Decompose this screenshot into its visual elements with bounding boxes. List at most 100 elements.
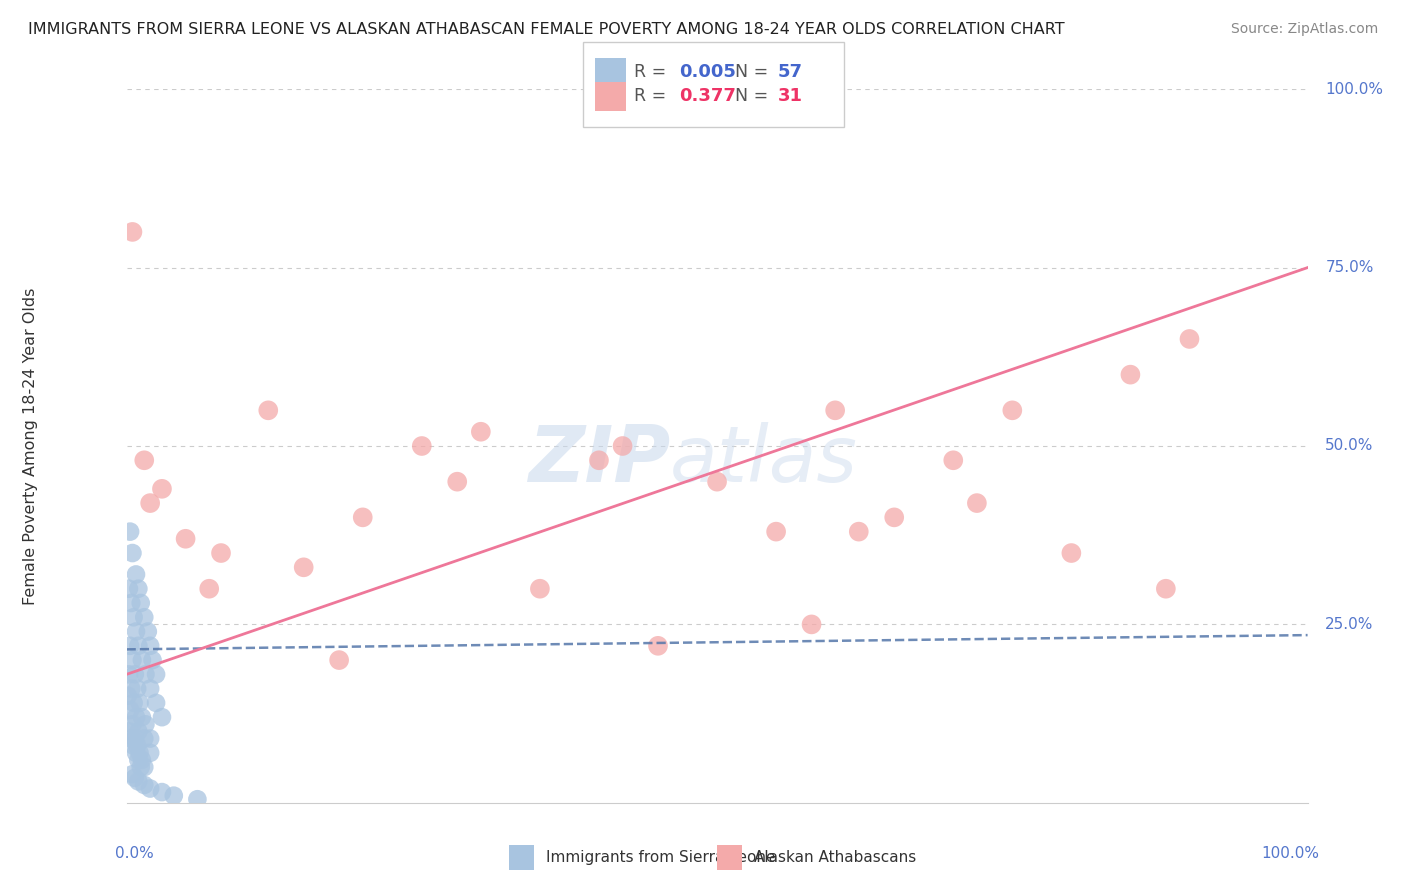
Point [800,617,823,632]
Point [139,639,162,653]
Point [124,731,146,746]
Text: 57: 57 [778,63,803,81]
Text: N =: N = [735,63,775,81]
Text: 31: 31 [778,87,803,105]
Point [966,496,988,510]
Text: R =: R = [634,87,672,105]
Point [1060,546,1083,560]
Point [292,560,315,574]
Point [120,596,142,610]
Point [121,717,143,731]
Point [134,453,156,467]
Point [127,681,149,696]
Point [529,582,551,596]
Point [209,546,232,560]
Text: 100.0%: 100.0% [1261,846,1319,861]
Point [127,724,149,739]
Point [120,681,142,696]
Point [121,225,143,239]
Point [150,785,173,799]
Point [131,753,153,767]
Text: 75.0%: 75.0% [1326,260,1374,275]
Point [134,778,156,792]
Point [150,710,173,724]
Point [139,681,162,696]
Text: 0.005: 0.005 [679,63,735,81]
Point [118,724,141,739]
Point [942,453,965,467]
Point [127,774,149,789]
Point [127,639,149,653]
Point [122,696,145,710]
Point [145,667,167,681]
Point [139,731,162,746]
Text: Source: ZipAtlas.com: Source: ZipAtlas.com [1230,22,1378,37]
Point [139,746,162,760]
Point [198,582,221,596]
Point [125,710,148,724]
Point [117,689,139,703]
Text: ZIP: ZIP [527,422,669,499]
Point [127,753,149,767]
Point [470,425,492,439]
Point [257,403,280,417]
Point [121,767,143,781]
Point [125,624,148,639]
Point [647,639,669,653]
Point [186,792,208,806]
Point [141,653,163,667]
Point [824,403,846,417]
Point [352,510,374,524]
Point [120,524,142,539]
Text: 50.0%: 50.0% [1326,439,1374,453]
Point [122,610,145,624]
Point [150,482,173,496]
Text: Immigrants from Sierra Leone: Immigrants from Sierra Leone [546,850,775,864]
Point [706,475,728,489]
Point [139,781,162,796]
Point [1001,403,1024,417]
Point [131,710,153,724]
Point [588,453,610,467]
Point [328,653,350,667]
Text: Female Poverty Among 18-24 Year Olds: Female Poverty Among 18-24 Year Olds [24,287,38,605]
Point [446,475,468,489]
Point [131,653,153,667]
Point [134,731,156,746]
Point [125,567,148,582]
Point [118,582,141,596]
Point [129,760,152,774]
Point [128,746,150,760]
Point [411,439,433,453]
Point [128,696,150,710]
Point [174,532,197,546]
Point [134,667,156,681]
Point [121,546,143,560]
Text: 25.0%: 25.0% [1326,617,1374,632]
Point [1154,582,1177,596]
Point [121,653,143,667]
Point [145,696,167,710]
Text: R =: R = [634,63,672,81]
Text: 100.0%: 100.0% [1326,82,1384,96]
Point [136,624,159,639]
Text: Alaskan Athabascans: Alaskan Athabascans [754,850,915,864]
Point [134,717,156,731]
Point [765,524,787,539]
Point [127,739,149,753]
Text: atlas: atlas [669,422,858,499]
Point [120,639,142,653]
Point [129,596,152,610]
Point [120,703,142,717]
Text: 0.377: 0.377 [679,87,735,105]
Point [139,496,162,510]
Point [163,789,186,803]
Point [122,739,145,753]
Point [118,667,141,681]
Point [124,771,146,785]
Point [1178,332,1201,346]
Text: 0.0%: 0.0% [115,846,153,861]
Point [125,746,148,760]
Point [612,439,634,453]
Point [134,610,156,624]
